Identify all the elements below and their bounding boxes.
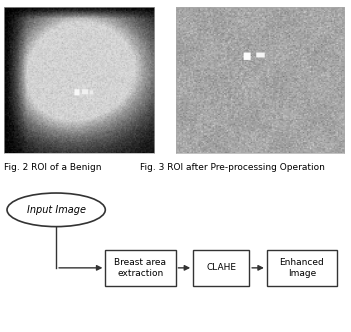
FancyBboxPatch shape — [193, 250, 249, 286]
FancyBboxPatch shape — [267, 250, 337, 286]
Ellipse shape — [7, 193, 105, 227]
Text: CLAHE: CLAHE — [206, 263, 236, 272]
Text: Breast area
extraction: Breast area extraction — [114, 258, 166, 278]
Text: Enhanced
Image: Enhanced Image — [279, 258, 324, 278]
Text: Input Image: Input Image — [27, 205, 86, 215]
Text: Fig. 2 ROI of a Benign: Fig. 2 ROI of a Benign — [4, 163, 101, 172]
FancyBboxPatch shape — [105, 250, 176, 286]
Text: Fig. 3 ROI after Pre-processing Operation: Fig. 3 ROI after Pre-processing Operatio… — [140, 163, 325, 172]
